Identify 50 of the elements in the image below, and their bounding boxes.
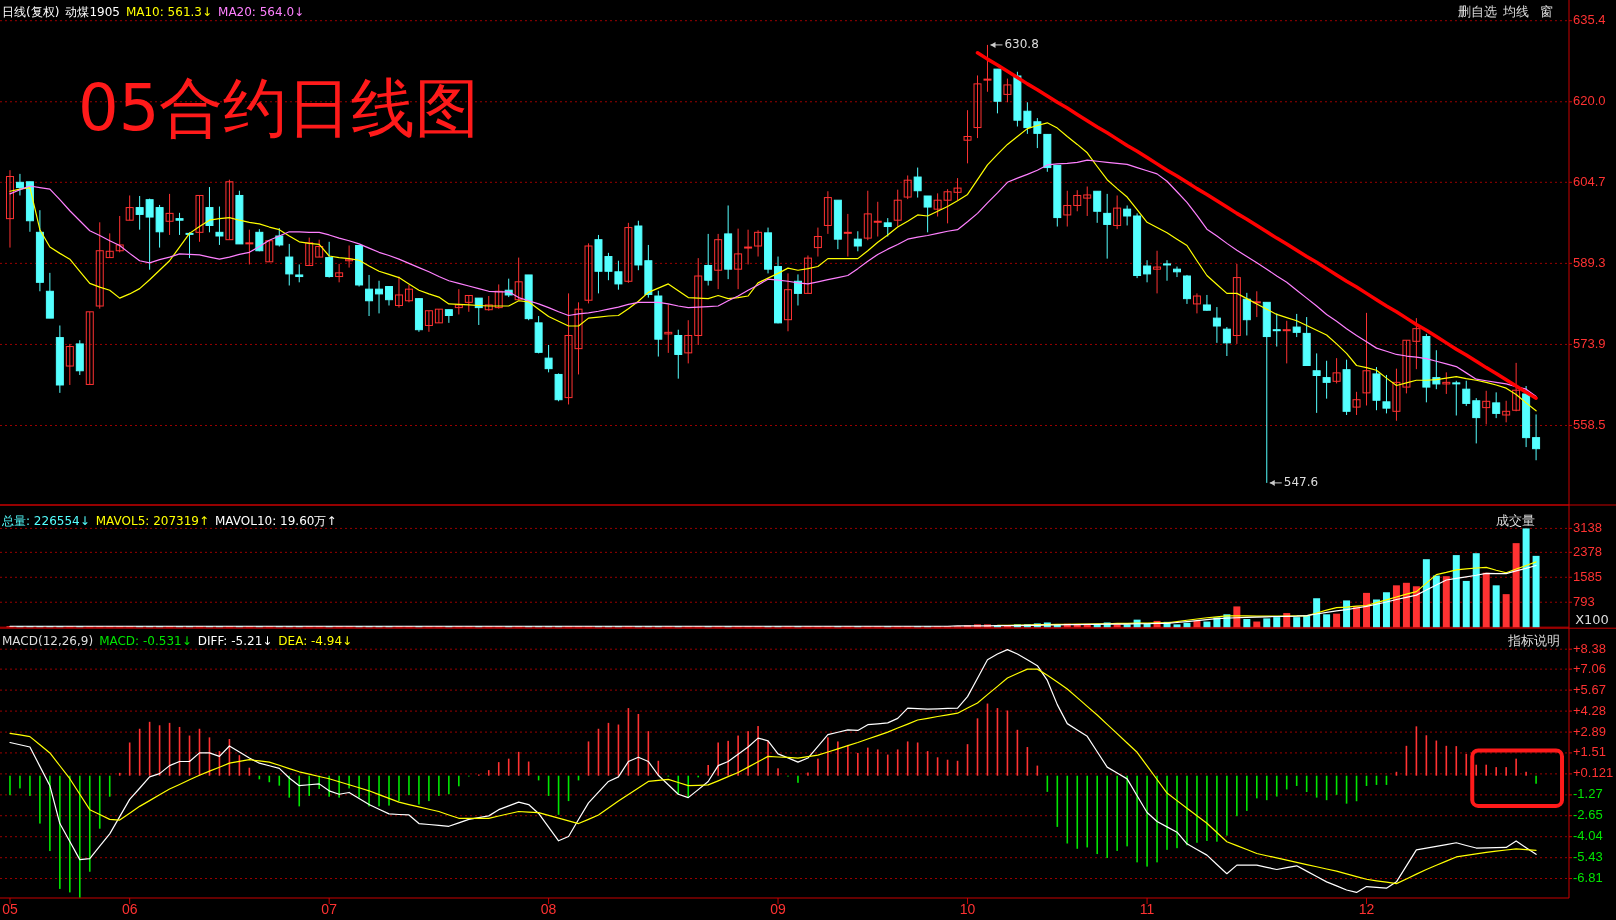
y-tick-label: -6.81 (1573, 869, 1603, 885)
chart-title: MACD(12,26,9) (2, 633, 94, 648)
x-tick-label: 05 (2, 900, 18, 917)
text: 05合约日线图 (78, 71, 480, 145)
y-tick-label: -1.27 (1573, 786, 1603, 802)
x-tick-label: 10 (959, 900, 976, 917)
y-tick-label: -5.43 (1573, 849, 1603, 865)
y-tick-label: +1.51 (1573, 744, 1606, 760)
y-tick-label: 2378 (1573, 543, 1602, 559)
x-tick-label: 12 (1358, 900, 1375, 917)
y-tick-label: -2.65 (1573, 807, 1603, 823)
y-tick-label: +4.28 (1573, 702, 1606, 718)
text: 窗 (1540, 3, 1553, 19)
text: X100 (1575, 611, 1609, 627)
y-tick-label: 793 (1573, 593, 1595, 609)
text: 总量: 226554↓ (1, 513, 90, 528)
x-tick-label: 11 (1139, 900, 1155, 917)
y-tick-label: -4.04 (1573, 828, 1603, 844)
text: 删自选 (1458, 3, 1497, 19)
y-tick-label: +2.89 (1573, 723, 1606, 739)
y-tick-label: 620.0 (1573, 93, 1606, 109)
x-tick-label: 07 (321, 900, 338, 917)
text: MA20: 564.0↓ (218, 4, 305, 19)
y-tick-label: 1585 (1573, 568, 1602, 584)
x-tick-label: 06 (121, 900, 138, 917)
text: 均线 (1502, 3, 1529, 19)
y-tick-label: 589.3 (1573, 254, 1606, 270)
text: DIFF: -5.21↓ (197, 633, 273, 648)
y-tick-label: +8.38 (1573, 640, 1606, 656)
y-tick-label: 573.9 (1573, 335, 1606, 351)
annotation: 630.8 (1004, 37, 1039, 52)
annotation: 547.6 (1283, 475, 1319, 490)
y-tick-label: 558.5 (1573, 416, 1606, 432)
text: 动煤1905 (65, 4, 120, 19)
y-tick-label: 635.4 (1573, 12, 1606, 28)
y-tick-label: +0.121 (1573, 765, 1614, 781)
text: MAVOL5: 207319↑ (95, 513, 210, 528)
y-tick-label: +5.67 (1573, 681, 1606, 697)
text: MACD: -0.531↓ (99, 633, 192, 648)
y-tick-label: +7.06 (1573, 660, 1606, 676)
text: MA10: 561.3↓ (125, 4, 213, 19)
chart-subtitle: 日线(复权) (2, 4, 60, 19)
y-tick-label: 604.7 (1573, 173, 1606, 189)
text: 成交量 (1496, 512, 1535, 528)
text: DEA: -4.94↓ (278, 633, 353, 648)
x-tick-label: 09 (770, 900, 787, 917)
x-tick-label: 08 (540, 900, 557, 917)
text: MAVOL10: 19.60万↑ (215, 513, 337, 528)
text: 指标说明 (1507, 632, 1560, 648)
y-tick-label: 3138 (1573, 519, 1602, 535)
